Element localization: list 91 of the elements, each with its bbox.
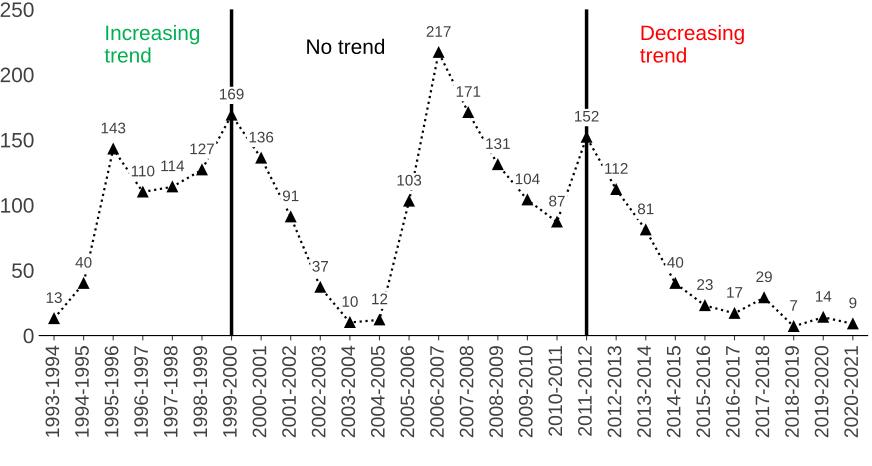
data-label: 110 [132,166,154,176]
data-label: 143 [102,122,126,134]
data-label: 40 [75,256,92,268]
x-tick-label: 2004-2005 [370,346,385,438]
point [48,313,60,324]
y-tick-label: 100 [1,198,34,213]
x-tick-label: 2017-2018 [756,346,770,438]
data-label: 81 [638,203,654,214]
x-tick-label: 2009-2010 [518,346,533,438]
point [374,314,386,326]
data-label: 171 [456,86,480,97]
y-tick-label: 200 [0,68,34,82]
annotation: No trend [307,38,384,54]
y-tick-label: 250 [0,2,34,18]
y-tick-label: 0 [24,328,34,344]
point [404,196,415,207]
x-tick-label: 1999-2000 [223,346,237,437]
point [610,184,622,195]
x-tick-label: 2013-2014 [637,346,651,438]
x-tick-label: 2010-2011 [548,346,562,436]
y-tick-label: 50 [12,263,34,278]
point [137,186,148,198]
point [847,318,858,330]
point [670,278,681,289]
x-tick-label: 1998-1999 [193,346,208,437]
x-tick-label: 2003-2004 [341,346,356,438]
point [433,46,444,58]
data-label: 13 [46,292,62,304]
x-tick-label: 1994-1995 [75,346,89,437]
point [285,211,296,222]
data-label: 23 [697,279,713,290]
x-tick-label: 2014-2015 [666,346,681,438]
data-label: 91 [282,190,298,202]
data-label: 9 [849,297,856,308]
data-label: 103 [397,174,422,186]
point [640,224,652,236]
point [462,106,474,118]
data-label: 87 [549,196,565,206]
data-label: 217 [426,26,451,37]
data-label: 10 [342,296,358,307]
data-label: 131 [486,138,510,150]
x-tick-label: 2002-2003 [312,346,326,438]
x-tick-label: 2008-2009 [489,346,504,438]
data-label: 7 [790,300,798,311]
x-tick-label: 2018-2019 [785,346,799,438]
x-tick-label: 2012-2013 [608,346,622,438]
point [108,143,119,154]
x-tick-label: 2006-2007 [430,346,444,438]
point [166,181,178,192]
point [818,312,829,323]
data-label: 37 [312,260,328,272]
x-tick-label: 1993-1994 [45,346,60,437]
x-tick-label: 1997-1998 [164,346,178,437]
data-label: 17 [727,287,742,298]
data-label: 14 [816,291,832,302]
data-label: 127 [190,143,214,154]
data-label: 136 [250,132,274,143]
data-label: 112 [605,163,628,174]
data-label: 40 [667,256,684,268]
x-tick-label: 1995-1996 [104,346,118,437]
annotation: Increasing trend [104,24,200,63]
x-tick-label: 2000-2001 [252,346,266,438]
data-label: 169 [220,88,244,100]
point [196,164,208,176]
x-tick-label: 2020-2021 [844,346,858,438]
data-label: 114 [161,160,184,172]
x-tick-label: 2001-2002 [282,346,296,438]
point [256,152,267,164]
point [522,194,533,206]
data-label: 152 [574,110,599,122]
point [699,300,710,312]
x-tick-label: 2007-2008 [460,346,474,438]
point [492,159,504,170]
point [344,316,356,328]
point [551,216,563,228]
point [78,278,90,289]
data-label: 12 [372,294,388,304]
y-tick-label: 150 [1,132,34,148]
point [788,320,800,332]
x-tick-label: 2019-2020 [814,346,828,438]
annotation: Decreasing trend [640,24,744,63]
x-tick-label: 2015-2016 [696,346,710,438]
data-label: 29 [756,271,772,282]
x-tick-label: 1996-1997 [134,346,148,437]
point [728,308,740,319]
x-tick-label: 2011-2012 [578,346,592,436]
point [758,292,770,304]
point [314,282,326,293]
data-label: 104 [516,173,540,184]
x-tick-label: 2016-2017 [726,346,740,438]
x-tick-label: 2005-2006 [400,346,414,438]
